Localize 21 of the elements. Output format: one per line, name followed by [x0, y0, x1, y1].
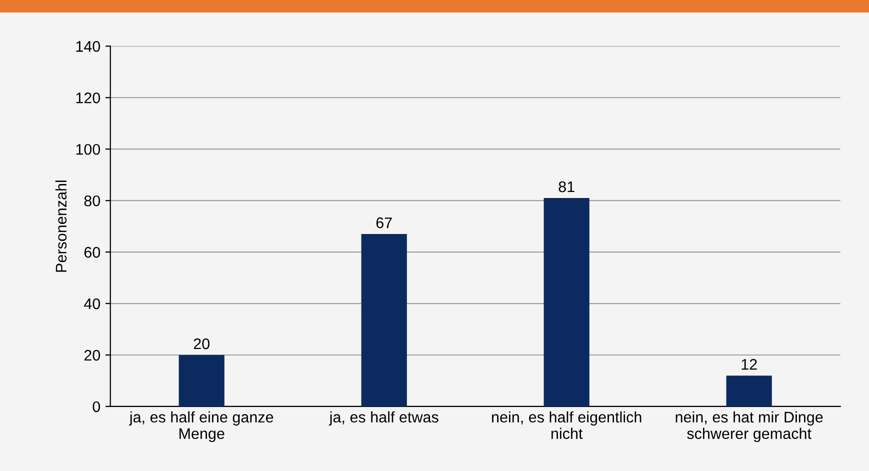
y-tick-label: 40 — [84, 298, 100, 310]
y-tick-label: 60 — [84, 246, 100, 258]
data-label: 12 — [742, 358, 757, 370]
y-tick-label: 0 — [92, 401, 100, 412]
y-tick-label: 140 — [76, 41, 100, 52]
y-tick-label: 80 — [84, 195, 100, 206]
data-label: 20 — [194, 338, 210, 350]
bar — [544, 198, 590, 406]
x-tick-label: nein, es half eigentlich nicht — [492, 411, 642, 440]
x-tick-label: nein, es hat mir Dinge schwerer gemacht — [676, 411, 823, 442]
x-tick-label: ja, es half eine ganze Menge — [129, 411, 274, 442]
y-tick-label: 100 — [76, 144, 100, 155]
y-tick-label: 20 — [84, 350, 100, 361]
x-tick-label: ja, es half etwas — [328, 411, 438, 426]
bar — [178, 355, 224, 406]
data-label: 81 — [558, 181, 574, 192]
data-label: 67 — [376, 217, 392, 228]
bar — [726, 376, 772, 406]
y-axis-title: Personenzahl — [55, 180, 67, 272]
y-tick-label: 120 — [76, 92, 100, 104]
bar — [361, 234, 407, 406]
